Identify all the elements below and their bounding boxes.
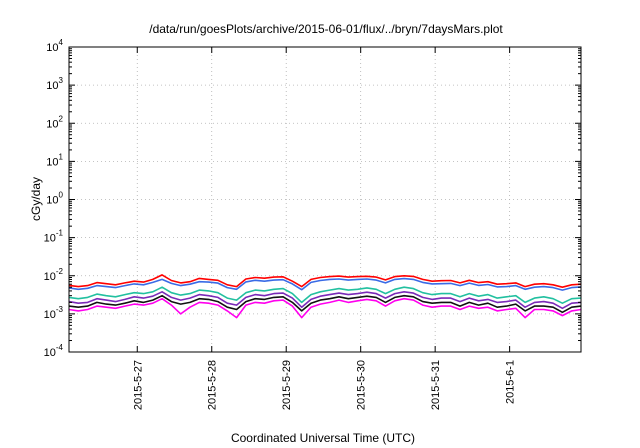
- x-tick-label: 2015-6-1: [505, 360, 517, 404]
- y-tick-label: 10-1: [44, 229, 64, 245]
- x-tick-label: 2015-5-29: [281, 360, 293, 410]
- y-tick-label: 10-2: [44, 267, 64, 283]
- y-tick-labels: 10-4 10-3 10-2 10-1 100 101 102 103 104: [44, 38, 64, 359]
- x-tick-label: 2015-5-31: [430, 360, 442, 410]
- y-tick-label: 103: [46, 76, 63, 92]
- y-tick-label: 101: [46, 152, 63, 168]
- x-tick-labels: 2015-5-27 2015-5-28 2015-5-29 2015-5-30 2015…: [132, 360, 516, 410]
- x-axis-label: Coordinated Universal Time (UTC): [231, 431, 415, 445]
- series-line-6: [68, 297, 582, 319]
- series-line-3: [68, 286, 582, 305]
- y-tick-label: 10-4: [44, 343, 64, 359]
- y-tick-label: 102: [46, 114, 63, 130]
- y-tick-label: 100: [46, 191, 63, 207]
- series-line-1: [68, 274, 582, 289]
- chart-title: /data/run/goesPlots/archive/2015-06-01/f…: [149, 22, 503, 36]
- ticks: [69, 46, 581, 353]
- x-tick-label: 2015-5-28: [207, 360, 219, 410]
- y-tick-label: 104: [46, 38, 63, 54]
- y-axis-label: cGy/day: [29, 177, 43, 221]
- series-line-4: [68, 290, 582, 310]
- x-tick-label: 2015-5-27: [132, 360, 144, 410]
- x-tick-label: 2015-5-30: [356, 360, 368, 410]
- grid: [69, 47, 581, 352]
- y-tick-label: 10-3: [44, 305, 64, 321]
- series-line-5: [68, 294, 582, 314]
- series-line-2: [68, 277, 582, 291]
- series-layer: [68, 274, 582, 319]
